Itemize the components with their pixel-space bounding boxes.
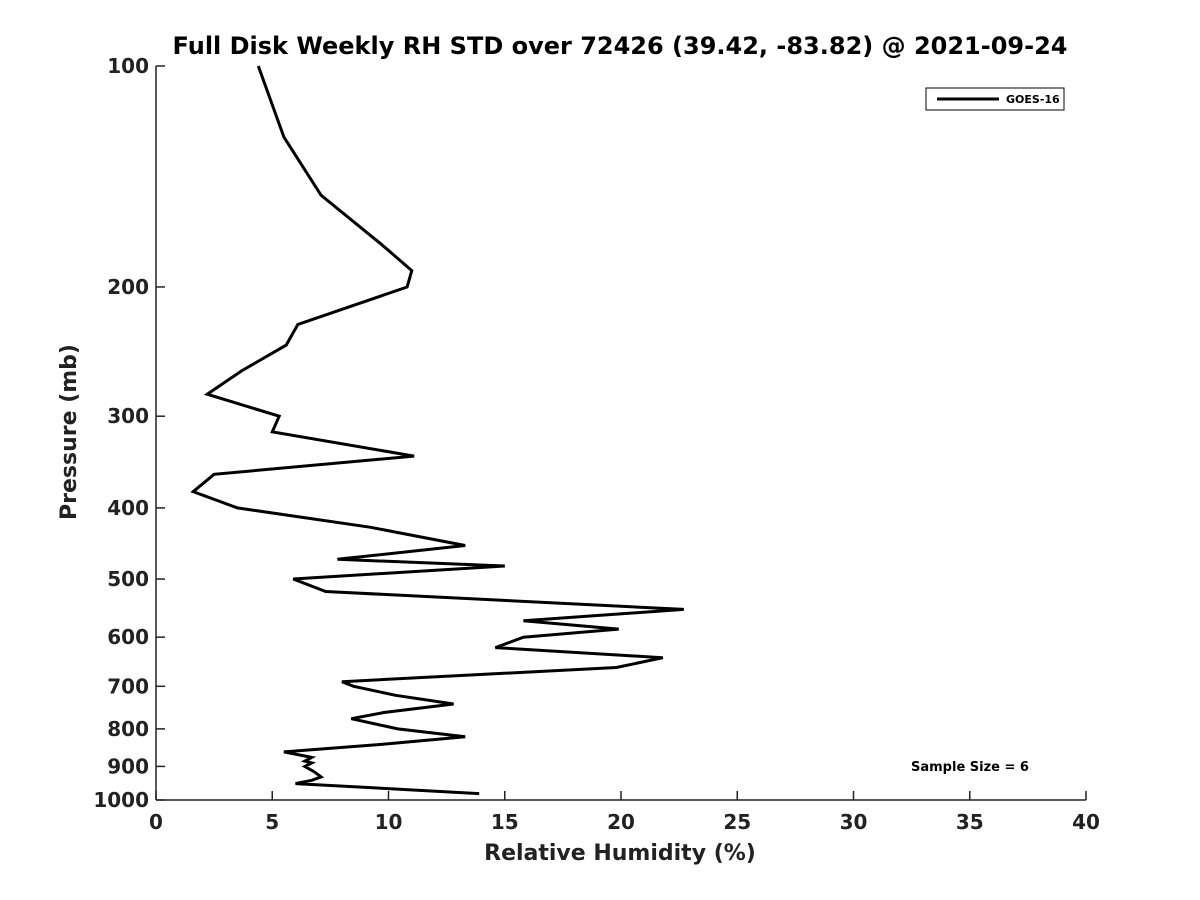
x-tick-label: 0 bbox=[149, 810, 163, 834]
y-tick-label: 800 bbox=[107, 717, 149, 741]
y-axis-ticks: 100 200 300 400 500 600 700 800 900 1000 bbox=[93, 54, 165, 812]
x-tick-label: 15 bbox=[491, 810, 519, 834]
x-tick-label: 20 bbox=[607, 810, 635, 834]
y-axis-label: Pressure (mb) bbox=[57, 344, 82, 520]
x-tick-label: 35 bbox=[956, 810, 984, 834]
y-tick-label: 600 bbox=[107, 625, 149, 649]
x-tick-label: 25 bbox=[723, 810, 751, 834]
y-tick-label: 700 bbox=[107, 674, 149, 698]
x-tick-label: 5 bbox=[265, 810, 279, 834]
y-tick-label: 400 bbox=[107, 496, 149, 520]
x-tick-label: 10 bbox=[375, 810, 403, 834]
axes bbox=[155, 66, 1086, 801]
legend-label-goes-16: GOES-16 bbox=[1006, 93, 1060, 106]
x-axis-label: Relative Humidity (%) bbox=[484, 841, 756, 866]
chart-title: Full Disk Weekly RH STD over 72426 (39.4… bbox=[173, 32, 1068, 60]
x-axis-ticks: 0 5 10 15 20 25 30 35 40 bbox=[149, 791, 1100, 834]
sample-size-annotation: Sample Size = 6 bbox=[911, 760, 1029, 775]
y-tick-label: 300 bbox=[107, 404, 149, 428]
series-line-goes-16 bbox=[190, 65, 684, 796]
y-tick-label: 1000 bbox=[93, 788, 149, 812]
x-tick-label: 30 bbox=[840, 810, 868, 834]
x-tick-label: 40 bbox=[1072, 810, 1100, 834]
y-tick-label: 500 bbox=[107, 567, 149, 591]
y-tick-label: 900 bbox=[107, 754, 149, 778]
legend: GOES-16 bbox=[925, 87, 1065, 111]
y-tick-label: 200 bbox=[107, 275, 149, 299]
series-layer bbox=[190, 65, 684, 796]
y-tick-label: 100 bbox=[107, 54, 149, 78]
